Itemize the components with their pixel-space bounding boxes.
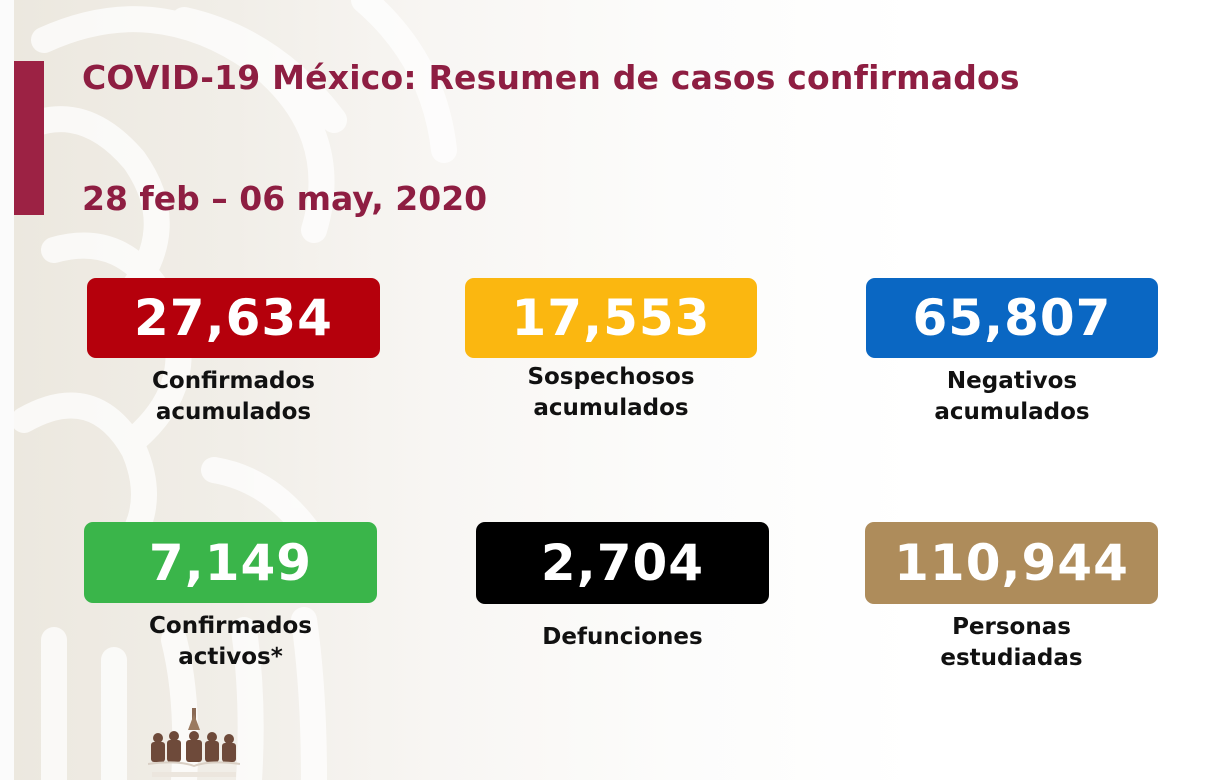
stat-value: 7,149 <box>148 533 313 592</box>
stat-value-box: 17,553 <box>465 278 757 358</box>
stat-value: 2,704 <box>540 534 705 592</box>
stat-value-box: 65,807 <box>866 278 1158 358</box>
card-personas-estudiadas: 110,944 Personas estudiadas <box>865 522 1158 674</box>
historic-figures-logo-icon <box>147 708 241 780</box>
stat-value-box: 7,149 <box>84 522 377 603</box>
left-margin-strip <box>0 0 14 780</box>
stat-value: 65,807 <box>912 289 1112 347</box>
stat-value: 17,553 <box>511 289 711 347</box>
stat-value-box: 110,944 <box>865 522 1158 604</box>
card-defunciones: 2,704 Defunciones <box>476 522 769 653</box>
card-negativos-acumulados: 65,807 Negativos acumulados <box>866 278 1158 428</box>
stat-value: 27,634 <box>134 289 333 347</box>
stat-label: Confirmados acumulados <box>152 368 315 425</box>
stat-label: Negativos acumulados <box>934 368 1090 425</box>
card-sospechosos-acumulados: 17,553 Sospechosos acumulados <box>465 278 757 424</box>
stat-label: Sospechosos acumulados <box>527 364 695 421</box>
card-confirmados-acumulados: 27,634 Confirmados acumulados <box>87 278 380 428</box>
stat-value-box: 2,704 <box>476 522 769 604</box>
card-confirmados-activos: 7,149 Confirmados activos* <box>84 522 377 673</box>
stat-value: 110,944 <box>894 534 1129 592</box>
stat-label: Personas estudiadas <box>940 614 1083 671</box>
title-accent-bar <box>14 61 44 215</box>
background-pattern <box>14 0 1220 780</box>
page-title: COVID-19 México: Resumen de casos confir… <box>82 58 1020 97</box>
date-range: 28 feb – 06 may, 2020 <box>82 179 488 218</box>
stat-label: Confirmados activos* <box>149 613 312 670</box>
stat-label: Defunciones <box>542 624 703 650</box>
stat-value-box: 27,634 <box>87 278 380 358</box>
